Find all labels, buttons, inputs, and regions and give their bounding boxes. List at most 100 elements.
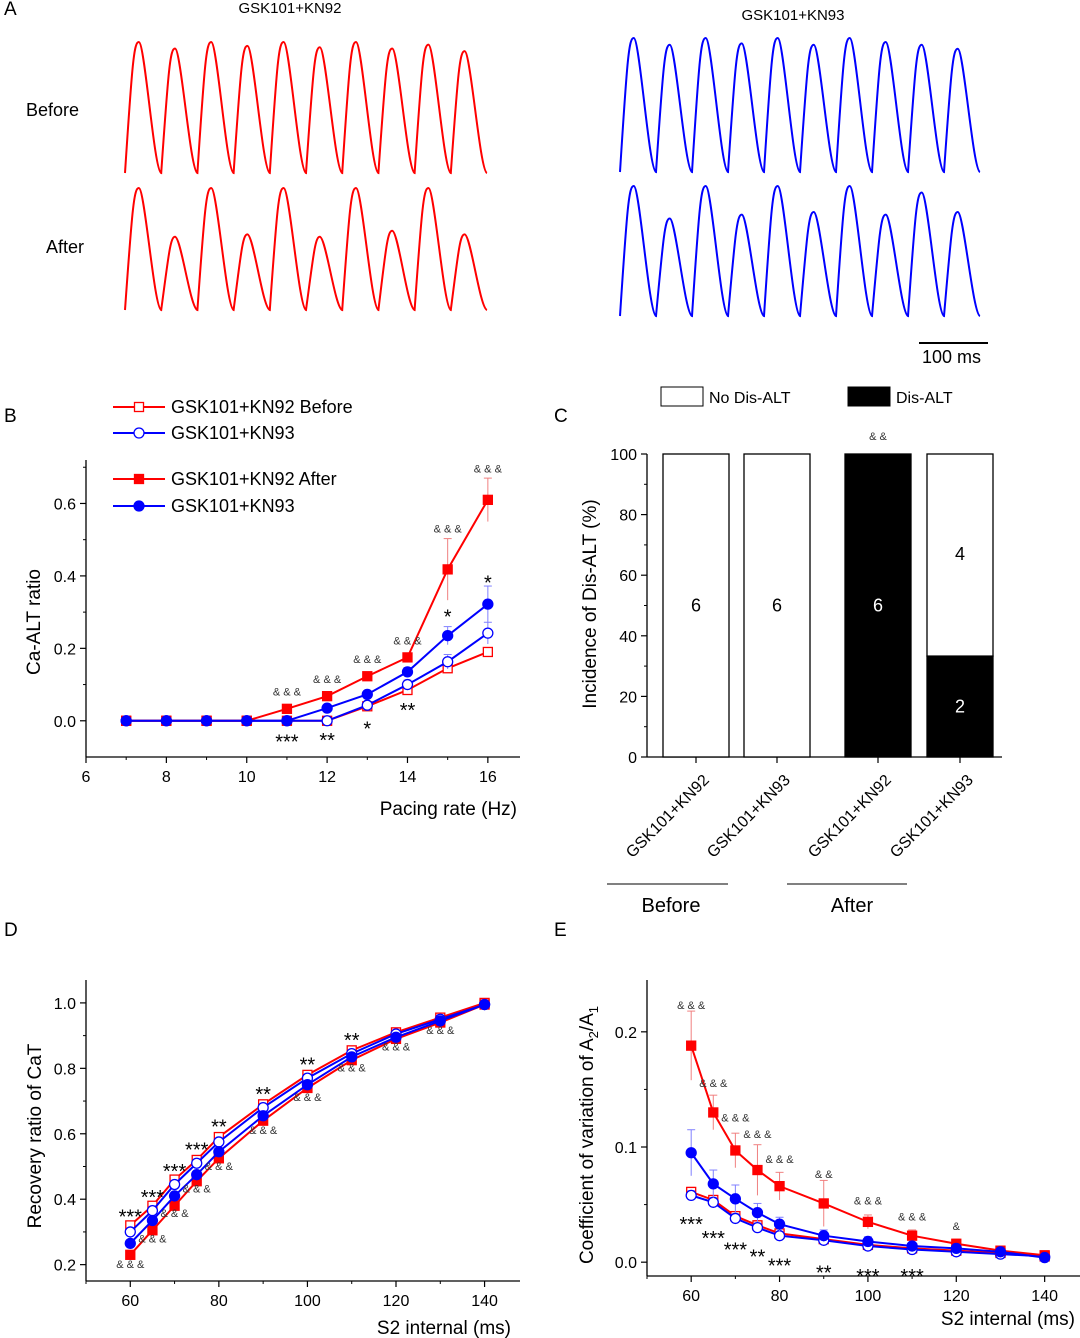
significance-star: *** xyxy=(163,1161,187,1183)
x-tick-label: GSK101+KN92 xyxy=(805,772,895,862)
significance-star: * xyxy=(363,718,371,740)
significance-amp: & & & xyxy=(434,523,463,535)
y-tick-label: 0.8 xyxy=(54,1061,76,1078)
panel-b: B GSK101+KN92 BeforeGSK101+KN93GSK101+KN… xyxy=(4,397,520,820)
x-tick-label: 16 xyxy=(479,769,497,786)
data-point xyxy=(818,1198,829,1209)
significance-amp: & & & xyxy=(313,674,342,686)
significance-amp: & & & xyxy=(353,654,382,666)
data-point xyxy=(191,1157,203,1169)
x-tick-label: 140 xyxy=(1031,1288,1058,1305)
data-point xyxy=(321,715,333,727)
x-tick-label: GSK101+KN92 xyxy=(623,772,713,862)
significance-amp: & & xyxy=(869,431,887,443)
data-point xyxy=(482,494,494,505)
significance-star: ** xyxy=(750,1246,766,1268)
trace-kn93-after xyxy=(619,184,981,318)
significance-amp: & & & xyxy=(393,636,422,648)
significance-star: *** xyxy=(900,1266,924,1288)
significance-star: * xyxy=(484,572,492,594)
y-tick-label: 0.0 xyxy=(54,714,76,731)
data-point xyxy=(478,998,491,1011)
trace-kn93-before xyxy=(619,36,981,174)
significance-amp: & & & xyxy=(474,464,503,476)
significance-amp: & & & xyxy=(249,1125,278,1137)
significance-amp: & xyxy=(953,1221,961,1233)
x-tick-label: 10 xyxy=(238,769,256,786)
data-point xyxy=(442,630,454,642)
legend-label-dis-alt: Dis-ALT xyxy=(896,390,953,407)
x-tick-label: 140 xyxy=(471,1293,498,1310)
significance-star: ** xyxy=(344,1030,360,1052)
panel-label-a: A xyxy=(4,0,17,20)
row-label-after: After xyxy=(46,237,84,257)
significance-amp: & & & xyxy=(161,1208,190,1220)
x-tick-label: 80 xyxy=(210,1293,228,1310)
x-tick-label: 14 xyxy=(399,769,417,786)
y-tick-label: 0.1 xyxy=(615,1140,637,1157)
legend-label: GSK101+KN92 Before xyxy=(171,397,353,417)
data-point xyxy=(361,699,373,711)
y-tick-label: 0 xyxy=(628,750,637,767)
y-tick-label: 0.6 xyxy=(54,496,76,513)
data-point xyxy=(774,1181,785,1192)
y-axis-label: Ca-ALT ratio xyxy=(24,569,45,675)
significance-star: *** xyxy=(702,1228,726,1250)
data-point xyxy=(818,1230,830,1242)
y-label-main: Coefficient of variation of A xyxy=(577,1038,598,1264)
series-2 xyxy=(125,999,490,1260)
data-point xyxy=(321,702,333,714)
data-point xyxy=(133,427,145,439)
y-axis-label: Recovery ratio of CaT xyxy=(25,1043,46,1228)
y-tick-label: 80 xyxy=(619,508,637,525)
data-point xyxy=(401,666,414,678)
data-point xyxy=(708,1107,719,1118)
x-tick-label: 60 xyxy=(682,1288,700,1305)
series-line xyxy=(126,603,489,722)
bar-segment-dis-alt xyxy=(844,453,912,758)
data-point xyxy=(994,1246,1007,1258)
data-point xyxy=(752,1164,763,1176)
data-point xyxy=(482,598,494,610)
panel-e: E Coefficient of variation of A2/A1 S2 i… xyxy=(554,920,1080,1330)
data-point xyxy=(751,1207,764,1219)
data-point xyxy=(482,627,494,639)
data-point xyxy=(707,1196,719,1208)
data-point xyxy=(200,715,213,727)
y-tick-label: 0.2 xyxy=(615,1025,637,1042)
data-point xyxy=(133,500,145,512)
data-point xyxy=(124,1226,136,1238)
significance-star: *** xyxy=(680,1214,704,1236)
bar-segment-no-dis-alt xyxy=(743,453,811,758)
data-point xyxy=(685,1147,697,1159)
bar-segment-dis-alt xyxy=(926,655,994,758)
y-tick-label: 0.4 xyxy=(54,569,76,586)
series-3 xyxy=(124,998,491,1250)
data-point xyxy=(146,1214,159,1227)
x-tick-label: 60 xyxy=(121,1293,139,1310)
data-point xyxy=(729,1193,742,1205)
significance-star: *** xyxy=(275,732,299,754)
legend-swatch-no-dis-alt xyxy=(660,386,704,407)
x-tick-label: 8 xyxy=(162,769,171,786)
significance-star: *** xyxy=(724,1239,748,1261)
data-point xyxy=(730,1145,741,1156)
y-label-slash: /A xyxy=(577,1013,598,1031)
x-tick-label: 12 xyxy=(318,769,336,786)
data-point xyxy=(321,691,333,702)
data-point xyxy=(862,1235,874,1248)
series-line xyxy=(126,651,489,722)
bar-value-label: 6 xyxy=(873,596,883,616)
y-tick-label: 0.2 xyxy=(54,1258,76,1275)
group-label-before: Before xyxy=(642,895,701,917)
data-point xyxy=(906,1230,918,1241)
data-point xyxy=(257,1110,269,1122)
data-point xyxy=(213,1146,225,1158)
y-tick-label: 0.0 xyxy=(615,1255,637,1272)
data-point xyxy=(361,688,373,700)
data-point xyxy=(362,671,373,682)
significance-star: *** xyxy=(141,1187,165,1209)
data-point xyxy=(773,1230,786,1242)
data-point xyxy=(346,1051,358,1063)
x-tick-label: GSK101+KN93 xyxy=(887,772,977,862)
